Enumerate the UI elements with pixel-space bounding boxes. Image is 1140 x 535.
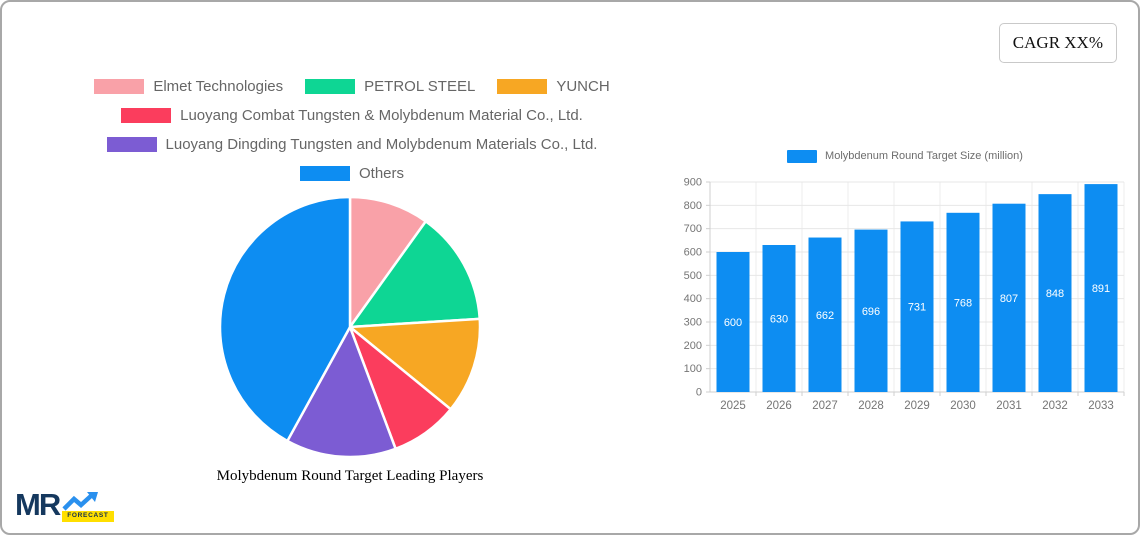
x-tick-label: 2029 bbox=[904, 400, 930, 412]
logo-text: MR bbox=[15, 486, 61, 522]
bar-value-label: 630 bbox=[770, 314, 788, 326]
bar-value-label: 848 bbox=[1046, 288, 1064, 300]
bar bbox=[762, 245, 796, 392]
bar-value-label: 807 bbox=[1000, 293, 1018, 305]
pie-slice bbox=[348, 317, 482, 411]
bar bbox=[808, 237, 842, 392]
legend-swatch-luoyang-combat-icon bbox=[121, 108, 172, 123]
logo-art: FORECAST bbox=[62, 491, 114, 522]
bar bbox=[1084, 184, 1118, 392]
x-tick-label: 2025 bbox=[720, 400, 746, 412]
cagr-badge: CAGR XX% bbox=[998, 23, 1117, 63]
y-tick-label: 600 bbox=[684, 247, 702, 259]
legend-swatch-yunch-icon bbox=[497, 79, 548, 94]
x-tick-label: 2032 bbox=[1042, 400, 1068, 412]
pie-chart bbox=[218, 195, 482, 459]
bar-value-label: 696 bbox=[862, 306, 880, 318]
bar-legend: Molybdenum Round Target Size (million) bbox=[680, 148, 1130, 164]
bar bbox=[946, 212, 980, 392]
legend-label: YUNCH bbox=[556, 78, 610, 95]
x-tick-label: 2033 bbox=[1088, 400, 1114, 412]
brand-logo: MR FORECAST bbox=[15, 486, 114, 522]
y-tick-label: 300 bbox=[684, 317, 702, 329]
legend-item-others: Others bbox=[299, 165, 404, 182]
pie-slice bbox=[218, 195, 352, 443]
bar bbox=[854, 229, 888, 392]
pie-legend-row: Others bbox=[22, 165, 682, 182]
bar-value-label: 768 bbox=[954, 297, 972, 309]
x-tick-label: 2030 bbox=[950, 400, 976, 412]
legend-item-yunch: YUNCH bbox=[497, 78, 610, 95]
legend-item-elmet: Elmet Technologies bbox=[94, 78, 283, 95]
pie-legend-row: Elmet Technologies PETROL STEEL YUNCH bbox=[22, 78, 682, 95]
bar-value-label: 662 bbox=[816, 310, 834, 322]
pie-legend-row: Luoyang Dingding Tungsten and Molybdenum… bbox=[22, 136, 682, 153]
pie-legend-row: Luoyang Combat Tungsten & Molybdenum Mat… bbox=[22, 107, 682, 124]
bar-value-label: 891 bbox=[1092, 283, 1110, 295]
pie-slice bbox=[286, 325, 397, 459]
legend-label: Others bbox=[358, 165, 404, 182]
bar-chart-panel: Molybdenum Round Target Size (million) 0… bbox=[680, 148, 1130, 414]
pie-legend: Elmet Technologies PETROL STEEL YUNCH Lu… bbox=[22, 78, 682, 182]
y-tick-label: 500 bbox=[684, 270, 702, 282]
bar bbox=[992, 203, 1026, 392]
bar bbox=[1038, 194, 1072, 392]
legend-label: Elmet Technologies bbox=[153, 78, 284, 95]
pie-slice bbox=[348, 195, 427, 329]
legend-label: PETROL STEEL bbox=[364, 78, 476, 95]
pie-chart-title: Molybdenum Round Target Leading Players bbox=[216, 468, 484, 484]
y-tick-label: 0 bbox=[696, 387, 702, 399]
y-tick-label: 700 bbox=[684, 223, 702, 235]
legend-swatch-petrol-steel-icon bbox=[305, 79, 356, 94]
bar bbox=[900, 221, 934, 392]
bar-legend-label: Molybdenum Round Target Size (million) bbox=[825, 150, 1023, 162]
bar-chart: 0 100 200 300 400 500 600 700 800 900 600 2025 630 20… bbox=[684, 177, 1125, 412]
y-tick-label: 400 bbox=[684, 293, 702, 305]
y-tick-label: 100 bbox=[684, 363, 702, 375]
trend-arrow-icon bbox=[62, 491, 99, 511]
legend-item-luoyang-dingding: Luoyang Dingding Tungsten and Molybdenum… bbox=[106, 136, 598, 153]
logo-badge: FORECAST bbox=[62, 510, 114, 522]
x-tick-label: 2031 bbox=[996, 400, 1022, 412]
bar bbox=[716, 252, 750, 392]
y-tick-label: 900 bbox=[684, 177, 702, 189]
legend-swatch-others-icon bbox=[299, 166, 350, 181]
legend-swatch-luoyang-dingding-icon bbox=[106, 137, 157, 152]
bar-value-label: 731 bbox=[908, 302, 926, 314]
legend-item-petrol-steel: PETROL STEEL bbox=[305, 78, 475, 95]
legend-label: Luoyang Dingding Tungsten and Molybdenum… bbox=[165, 136, 598, 153]
legend-swatch-elmet-icon bbox=[94, 79, 145, 94]
bar-value-label: 600 bbox=[724, 317, 742, 329]
x-tick-label: 2026 bbox=[766, 400, 792, 412]
bar-legend-swatch-icon bbox=[787, 149, 818, 163]
x-tick-label: 2027 bbox=[812, 400, 838, 412]
y-tick-label: 200 bbox=[684, 340, 702, 352]
x-tick-label: 2028 bbox=[858, 400, 884, 412]
y-tick-label: 800 bbox=[684, 200, 702, 212]
pie-slice bbox=[348, 220, 481, 329]
legend-item-luoyang-combat: Luoyang Combat Tungsten & Molybdenum Mat… bbox=[121, 107, 583, 124]
legend-label: Luoyang Combat Tungsten & Molybdenum Mat… bbox=[180, 107, 583, 124]
